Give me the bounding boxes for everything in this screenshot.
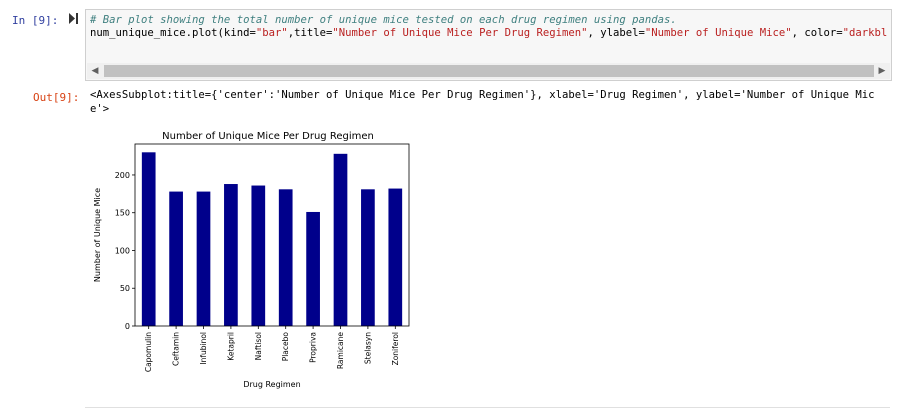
bar-propriva [306,211,320,326]
axes-group: Capomulin Ceftamin Infubinol Ketapril Naftis… [115,143,410,372]
bar-ceftamin [169,191,183,326]
y-axis-label: Number of Unique Mice [93,188,102,282]
x-tick-label: Placebo [281,332,290,362]
scroll-left-icon[interactable]: ◀ [91,66,99,76]
code-kind-string: "bar" [255,27,288,39]
x-tick-label: Infubinol [199,332,208,365]
code-color-string: "darkbl [842,27,888,39]
x-tick-label: Zoniferol [391,332,400,365]
y-tick-label: 0 [125,322,130,331]
input-prompt: In [9]: [12,14,59,27]
bar-ramicane [333,153,348,326]
bar-zoniferol [388,188,403,326]
bar-infubinol [196,191,211,326]
x-tick-label: Ceftamin [172,332,181,366]
x-tick-label: Ketapril [226,332,235,361]
bar-placebo [278,189,293,326]
code-title-string: "Number of Unique Mice Per Drug Regimen" [332,27,588,39]
scrollbar-thumb[interactable] [104,65,874,77]
y-tick-label: 100 [115,246,130,255]
bar-stelasyn [361,189,375,326]
bar-capomulin [141,152,156,326]
code-call: num_unique_mice.plot(kind= [90,27,256,39]
bars-group [141,152,403,326]
scroll-right-icon[interactable]: ▶ [878,66,886,76]
cell-divider [85,407,890,408]
code-comment: # Bar plot showing the total number of u… [90,14,677,26]
bar-chart: Number of Unique Mice Per Drug Regimen N… [93,131,410,389]
y-tick-label: 150 [115,209,130,218]
horizontal-scrollbar[interactable]: ◀ ▶ [87,63,890,79]
x-tick-label: Propriva [309,332,318,363]
code-title-arg: ,title= [287,27,333,39]
x-tick-label: Stelasyn [363,332,372,364]
plot-frame [134,143,410,327]
x-tick-label: Capomulin [144,332,153,372]
code-color-arg: , color= [791,27,843,39]
bar-naftisol [251,185,266,326]
run-cell-icon[interactable] [68,12,80,26]
bar-ketapril [224,184,238,326]
code-line: num_unique_mice.plot(kind="bar",title="N… [90,27,887,40]
code-ylabel-string: "Number of Unique Mice" [644,27,792,39]
x-tick-label: Ramicane [336,332,345,370]
output-text: <AxesSubplot:title={'center':'Number of … [90,89,875,115]
x-axis-label: Drug Regimen [243,380,300,389]
code-ylabel-arg: , ylabel= [587,27,645,39]
output-prompt: Out[9]: [33,91,80,104]
code-input-area[interactable]: # Bar plot showing the total number of u… [85,9,892,81]
y-tick-label: 200 [115,171,130,180]
chart-title: Number of Unique Mice Per Drug Regimen [162,131,374,142]
y-tick-label: 50 [120,284,130,293]
x-tick-label: Naftisol [254,332,263,360]
